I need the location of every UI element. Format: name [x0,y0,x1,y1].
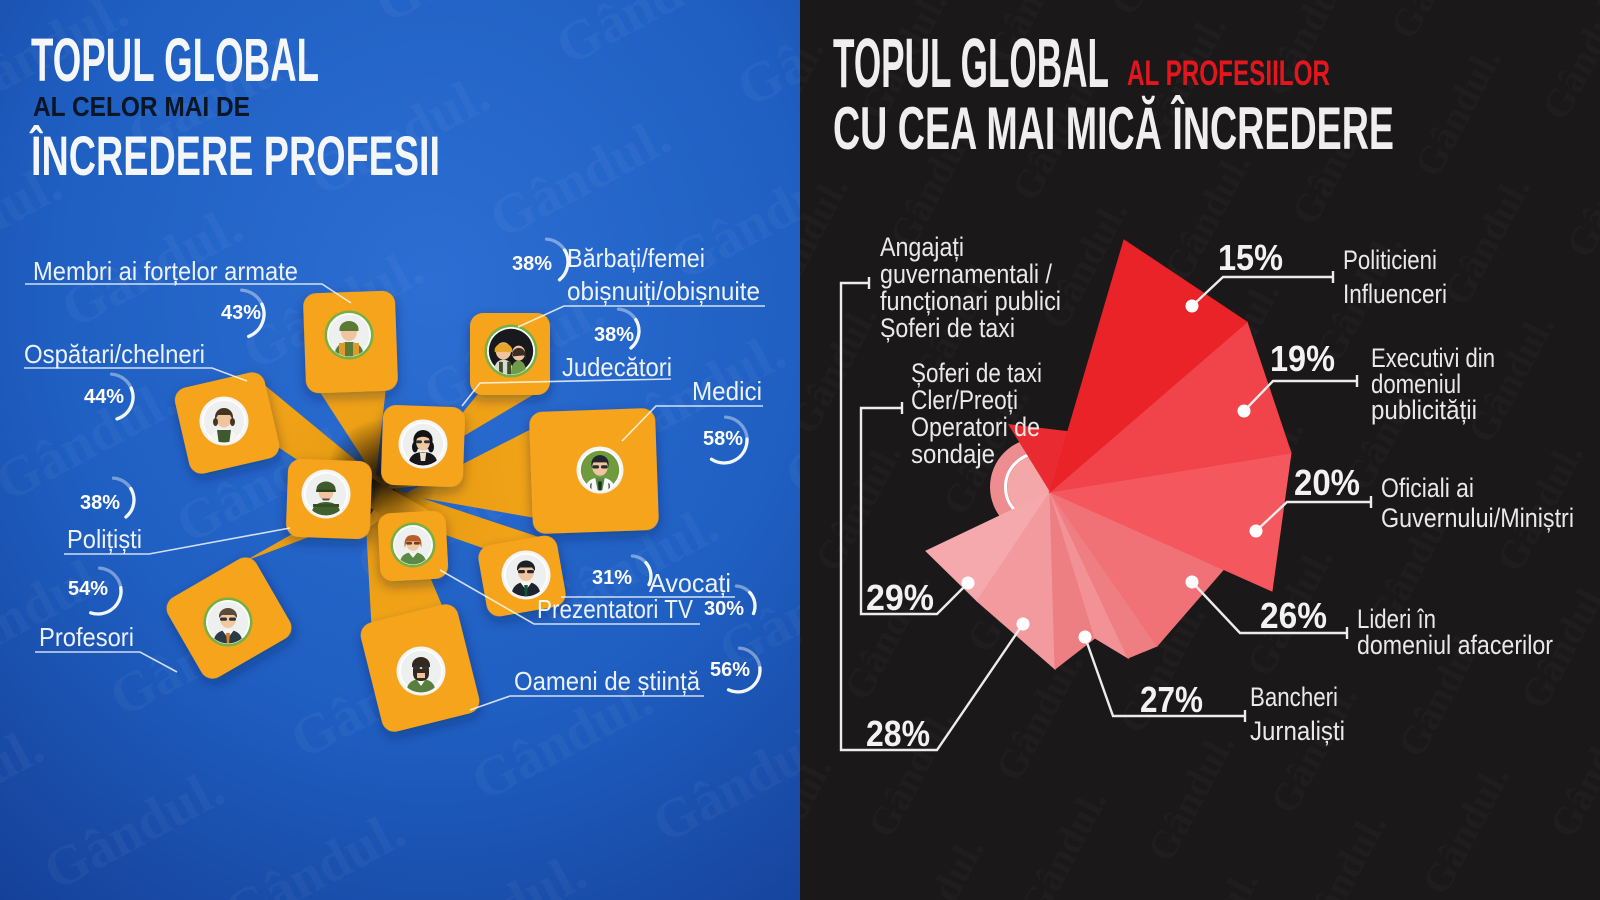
svg-text:19%: 19% [1270,338,1335,379]
svg-text:Oficiali ai: Oficiali ai [1381,473,1474,503]
svg-text:38%: 38% [80,492,120,514]
svg-text:obișnuiți/obișnuite: obișnuiți/obișnuite [567,276,760,306]
svg-text:Șoferi de taxi: Șoferi de taxi [880,313,1015,343]
svg-text:Jurnaliști: Jurnaliști [1250,716,1345,746]
svg-text:Avocați: Avocați [649,568,731,598]
svg-text:publicității: publicității [1371,395,1477,425]
svg-text:TOPUL GLOBAL: TOPUL GLOBAL [833,24,1109,102]
svg-text:Lideri în: Lideri în [1357,604,1436,634]
svg-text:31%: 31% [592,567,632,589]
svg-text:domeniul afacerilor: domeniul afacerilor [1357,630,1553,660]
svg-text:Medici: Medici [692,376,762,406]
svg-text:Oameni de știință: Oameni de știință [514,666,700,696]
svg-text:28%: 28% [866,713,930,754]
svg-text:ÎNCREDERE PROFESII: ÎNCREDERE PROFESII [29,124,440,187]
svg-text:Bărbați/femei: Bărbați/femei [567,243,705,273]
svg-text:Cler/Preoți: Cler/Preoți [911,385,1018,415]
svg-text:26%: 26% [1260,595,1327,636]
svg-text:Bancheri: Bancheri [1250,682,1338,712]
svg-text:Influenceri: Influenceri [1343,279,1447,309]
svg-text:54%: 54% [68,578,108,600]
svg-text:Șoferi de taxi: Șoferi de taxi [911,358,1042,388]
svg-text:TOPUL GLOBAL: TOPUL GLOBAL [31,26,319,94]
svg-text:56%: 56% [710,659,750,681]
svg-text:15%: 15% [1218,237,1283,278]
svg-text:38%: 38% [594,324,634,346]
svg-text:guvernamentali /: guvernamentali / [880,259,1052,289]
svg-text:43%: 43% [221,302,261,324]
svg-text:Profesori: Profesori [39,622,134,652]
svg-text:38%: 38% [512,253,552,275]
svg-text:27%: 27% [1140,679,1203,720]
svg-text:AL PROFESIILOR: AL PROFESIILOR [1127,54,1330,93]
svg-text:Guvernului/Miniștri: Guvernului/Miniștri [1381,503,1574,533]
svg-text:CU CEA MAI MICĂ ÎNCREDERE: CU CEA MAI MICĂ ÎNCREDERE [833,95,1394,162]
svg-text:29%: 29% [866,577,934,618]
svg-text:Membri ai forțelor armate: Membri ai forțelor armate [33,256,298,286]
svg-text:Politicieni: Politicieni [1343,245,1437,275]
svg-text:funcționari publici: funcționari publici [880,286,1061,316]
svg-text:AL CELOR MAI DE: AL CELOR MAI DE [33,91,250,122]
svg-text:Executivi din: Executivi din [1371,343,1495,373]
svg-text:58%: 58% [703,428,743,450]
svg-text:sondaje: sondaje [911,439,995,469]
svg-text:Prezentatori TV: Prezentatori TV [537,594,694,624]
svg-text:Judecători: Judecători [562,352,672,382]
svg-text:Angajați: Angajați [880,232,964,262]
svg-text:Ospătari/chelneri: Ospătari/chelneri [24,339,205,369]
svg-text:domeniul: domeniul [1371,369,1461,399]
svg-text:Operatori de: Operatori de [911,412,1040,442]
svg-text:30%: 30% [704,598,744,620]
svg-text:Polițiști: Polițiști [67,524,142,554]
svg-text:20%: 20% [1294,462,1360,503]
svg-text:44%: 44% [84,386,124,408]
